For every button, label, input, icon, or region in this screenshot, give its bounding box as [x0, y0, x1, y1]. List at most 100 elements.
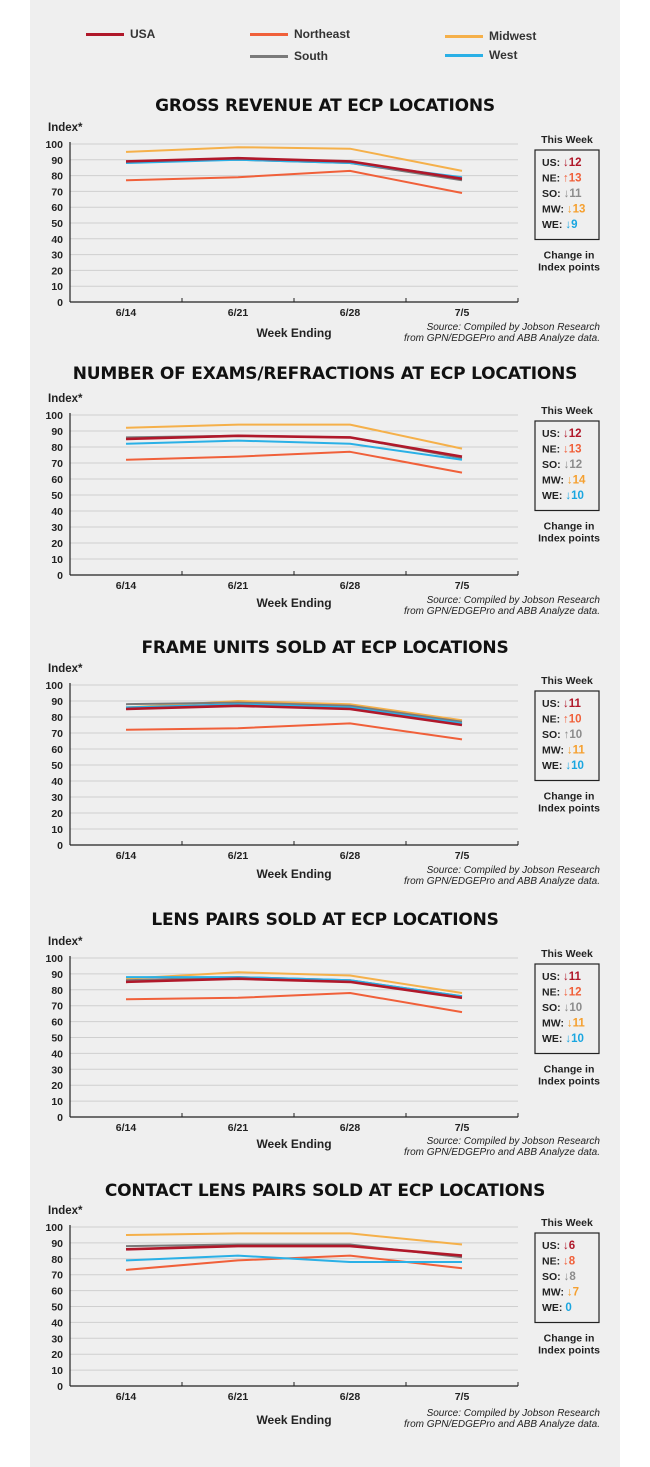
series-line-northeast	[125, 722, 463, 741]
series-line-usa	[125, 1244, 463, 1257]
box-row: US: ↓11	[542, 971, 582, 983]
y-tick-label: 10	[51, 824, 63, 836]
series-line-midwest	[125, 971, 463, 994]
box-heading: This Week	[541, 405, 593, 417]
box-row-label: WE:	[542, 760, 565, 772]
source-note: Source: Compiled by Jobson Research	[427, 865, 601, 876]
x-tick-label: 7/5	[455, 307, 470, 319]
y-tick-label: 0	[57, 570, 63, 582]
x-tick-label: 6/14	[116, 1391, 137, 1403]
box-row-value: ↓10	[565, 760, 584, 772]
box-row: SO: ↓10	[542, 1002, 582, 1014]
box-heading: This Week	[541, 948, 593, 960]
x-axis-label: Week Ending	[256, 326, 331, 340]
box-row: WE: ↓9	[542, 219, 577, 231]
source-note: from GPN/EDGEPro and ABB Analyze data.	[404, 1147, 600, 1158]
box-row-label: WE:	[542, 490, 565, 502]
box-row-label: NE:	[542, 444, 563, 456]
box-row: MW: ↓11	[542, 745, 585, 757]
box-row-value: ↓11	[567, 1018, 586, 1030]
box-row: US: ↓6	[542, 1240, 575, 1252]
chart-title: NUMBER OF EXAMS/REFRACTIONS AT ECP LOCAT…	[73, 364, 577, 384]
y-tick-label: 80	[51, 712, 63, 724]
y-axis-label: Index*	[48, 1205, 83, 1217]
series-line-west	[125, 1254, 462, 1263]
box-row-label: WE:	[542, 1302, 565, 1314]
y-tick-label: 40	[51, 1048, 63, 1060]
series-line-usa	[125, 977, 463, 1000]
box-row: SO: ↑10	[542, 729, 582, 741]
legend: USA Northeast Midwest South West	[0, 0, 650, 80]
y-tick-label: 40	[51, 1317, 63, 1329]
change-box	[534, 1232, 600, 1324]
y-tick-label: 80	[51, 171, 63, 183]
x-tick-label: 6/28	[340, 1122, 361, 1134]
y-tick-label: 100	[45, 139, 63, 151]
y-tick-label: 70	[51, 458, 63, 470]
box-row-value: ↓12	[563, 987, 582, 999]
y-tick-label: 40	[51, 776, 63, 788]
y-tick-label: 30	[51, 1064, 63, 1076]
change-box	[534, 963, 600, 1055]
x-tick-label: 6/21	[228, 850, 249, 862]
source-note: Source: Compiled by Jobson Research	[427, 322, 601, 333]
box-row-label: NE:	[542, 173, 563, 185]
x-tick-label: 6/28	[340, 307, 361, 319]
box-row-value: ↓13	[567, 204, 586, 216]
y-tick-label: 50	[51, 218, 63, 230]
legend-label-usa: USA	[130, 27, 156, 41]
y-tick-label: 80	[51, 1254, 63, 1266]
box-row-value: ↓12	[564, 459, 583, 471]
legend-swatch-south	[250, 54, 288, 58]
box-row-value: ↓11	[563, 971, 582, 983]
y-axis-label: Index*	[48, 936, 83, 948]
x-tick-label: 6/14	[116, 307, 137, 319]
legend-item-northeast: Northeast	[250, 27, 350, 41]
box-footer: Change in	[544, 521, 595, 533]
box-row-value: ↓12	[563, 157, 582, 169]
y-tick-label: 80	[51, 442, 63, 454]
series-line-midwest	[125, 1232, 463, 1246]
source-note: from GPN/EDGEPro and ABB Analyze data.	[404, 606, 600, 617]
y-tick-label: 20	[51, 808, 63, 820]
y-tick-label: 60	[51, 474, 63, 486]
y-tick-label: 60	[51, 744, 63, 756]
box-row: US: ↓12	[542, 428, 582, 440]
x-tick-label: 7/5	[455, 850, 470, 862]
x-axis-label: Week Ending	[256, 1137, 331, 1151]
box-row: WE: ↓10	[542, 1033, 584, 1045]
y-tick-label: 30	[51, 1333, 63, 1345]
box-row: MW: ↓11	[542, 1018, 585, 1030]
box-row: NE: ↑13	[542, 173, 582, 185]
box-heading: This Week	[541, 675, 593, 687]
y-tick-label: 70	[51, 1270, 63, 1282]
y-tick-label: 50	[51, 490, 63, 502]
box-row: WE: ↓10	[542, 490, 584, 502]
y-tick-label: 10	[51, 281, 63, 293]
box-footer: Change in	[544, 791, 595, 803]
box-row-value: ↑10	[564, 729, 583, 741]
x-axis-label: Week Ending	[256, 1413, 331, 1427]
y-tick-label: 50	[51, 1033, 63, 1045]
series-line-northeast	[125, 169, 463, 194]
y-tick-label: 80	[51, 985, 63, 997]
chart-title: LENS PAIRS SOLD AT ECP LOCATIONS	[151, 910, 498, 930]
box-row-value: ↓13	[563, 444, 582, 456]
box-row-label: WE:	[542, 1033, 565, 1045]
legend-item-usa: USA	[86, 27, 155, 41]
box-footer: Index points	[538, 262, 600, 274]
chart-title: CONTACT LENS PAIRS SOLD AT ECP LOCATIONS	[105, 1181, 545, 1201]
legend-item-south: South	[250, 49, 328, 63]
chart-title: FRAME UNITS SOLD AT ECP LOCATIONS	[141, 638, 508, 658]
change-box	[534, 149, 600, 241]
y-tick-label: 50	[51, 760, 63, 772]
box-footer: Index points	[538, 803, 600, 815]
y-tick-label: 20	[51, 538, 63, 550]
y-tick-label: 40	[51, 506, 63, 518]
box-row: NE: ↑10	[542, 714, 582, 726]
box-row-value: ↓8	[564, 1271, 577, 1283]
y-tick-label: 10	[51, 554, 63, 566]
box-row: SO: ↓8	[542, 1271, 576, 1283]
source-note: from GPN/EDGEPro and ABB Analyze data.	[404, 1419, 600, 1430]
